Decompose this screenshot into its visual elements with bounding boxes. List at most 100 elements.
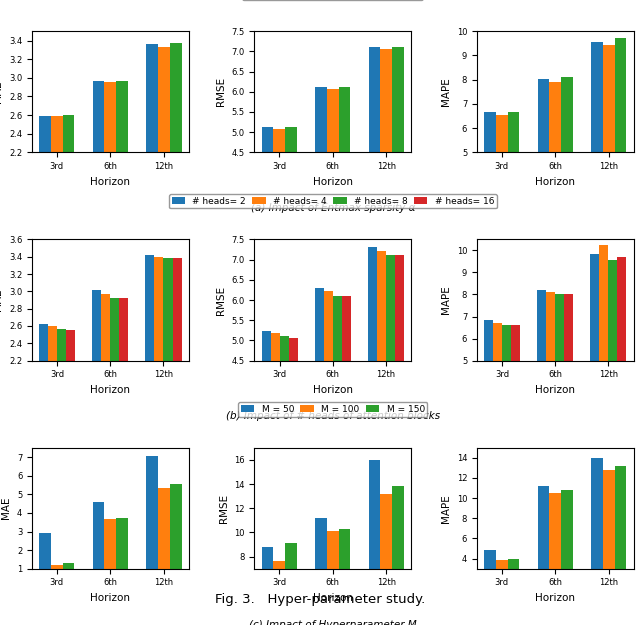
Y-axis label: RMSE: RMSE: [216, 78, 226, 106]
Text: Fig. 3.   Hyper-parameter study.: Fig. 3. Hyper-parameter study.: [215, 593, 425, 606]
Bar: [315, 518, 327, 625]
Bar: [327, 89, 339, 334]
Bar: [104, 519, 116, 588]
Bar: [104, 82, 116, 357]
Bar: [549, 82, 561, 273]
Bar: [546, 292, 556, 471]
Bar: [262, 127, 273, 334]
Y-axis label: MAE: MAE: [1, 497, 12, 519]
Bar: [92, 289, 101, 551]
Bar: [57, 329, 66, 551]
Bar: [392, 48, 404, 334]
X-axis label: Horizon: Horizon: [90, 177, 131, 187]
Bar: [116, 81, 128, 357]
Bar: [380, 494, 392, 625]
Bar: [609, 261, 618, 471]
Bar: [120, 298, 129, 551]
Bar: [603, 44, 614, 273]
Bar: [333, 296, 342, 542]
Bar: [377, 251, 386, 542]
Bar: [273, 129, 285, 334]
Bar: [173, 259, 182, 551]
Bar: [484, 549, 496, 599]
Bar: [285, 127, 297, 334]
Bar: [271, 334, 280, 542]
Y-axis label: MAE: MAE: [0, 289, 3, 311]
Bar: [170, 43, 182, 357]
Bar: [63, 563, 74, 588]
Bar: [538, 486, 549, 599]
Bar: [591, 458, 603, 599]
Bar: [93, 502, 104, 588]
Bar: [538, 79, 549, 273]
Bar: [158, 47, 170, 357]
Bar: [493, 322, 502, 471]
Bar: [145, 255, 154, 551]
Bar: [66, 330, 76, 551]
Bar: [614, 466, 627, 599]
Text: (c) Impact of Hyperparameter M: (c) Impact of Hyperparameter M: [249, 619, 417, 625]
Bar: [496, 115, 508, 273]
Bar: [39, 533, 51, 588]
Y-axis label: RMSE: RMSE: [219, 494, 228, 522]
Bar: [262, 547, 273, 625]
Bar: [51, 116, 63, 357]
Bar: [170, 484, 182, 588]
Bar: [48, 326, 57, 551]
Bar: [603, 470, 614, 599]
Bar: [285, 543, 297, 625]
Bar: [51, 565, 63, 588]
Bar: [339, 529, 351, 625]
Bar: [561, 490, 573, 599]
X-axis label: Horizon: Horizon: [313, 593, 353, 603]
Bar: [146, 456, 158, 588]
Bar: [590, 254, 600, 471]
X-axis label: Horizon: Horizon: [90, 385, 131, 395]
Bar: [369, 460, 380, 625]
Legend: M = 50, M = 100, M = 150: M = 50, M = 100, M = 150: [238, 402, 428, 416]
Bar: [154, 257, 163, 551]
Bar: [273, 561, 285, 625]
Bar: [484, 112, 496, 273]
Bar: [101, 294, 110, 551]
Bar: [324, 291, 333, 542]
Y-axis label: MAPE: MAPE: [441, 78, 451, 106]
Bar: [614, 38, 627, 273]
Bar: [564, 294, 573, 471]
Y-axis label: MAE: MAE: [0, 81, 3, 103]
Bar: [368, 247, 377, 542]
Bar: [537, 289, 546, 471]
Bar: [39, 116, 51, 357]
Bar: [93, 81, 104, 357]
Bar: [484, 320, 493, 471]
Bar: [392, 486, 404, 625]
Bar: [386, 255, 395, 542]
Bar: [342, 296, 351, 542]
Y-axis label: MAPE: MAPE: [441, 286, 451, 314]
Text: (a) Impact of Entmax sparsity α: (a) Impact of Entmax sparsity α: [250, 203, 415, 213]
Bar: [116, 518, 128, 588]
Text: (b) Impact of # heads of attention blocks: (b) Impact of # heads of attention block…: [226, 411, 440, 421]
Bar: [163, 259, 173, 551]
X-axis label: Horizon: Horizon: [313, 385, 353, 395]
Bar: [508, 559, 520, 599]
X-axis label: Horizon: Horizon: [535, 593, 575, 603]
Bar: [289, 338, 298, 542]
Bar: [511, 325, 520, 471]
Bar: [262, 331, 271, 542]
Bar: [395, 255, 404, 542]
Bar: [561, 77, 573, 273]
X-axis label: Horizon: Horizon: [313, 177, 353, 187]
X-axis label: Horizon: Horizon: [535, 385, 575, 395]
Y-axis label: RMSE: RMSE: [216, 286, 226, 314]
Legend: # heads= 2, # heads= 4, # heads= 8, # heads= 16: # heads= 2, # heads= 4, # heads= 8, # he…: [169, 194, 497, 208]
Bar: [380, 49, 392, 334]
Bar: [146, 44, 158, 357]
Bar: [63, 115, 74, 357]
Y-axis label: MAPE: MAPE: [441, 494, 451, 522]
Bar: [496, 559, 508, 599]
Bar: [327, 531, 339, 625]
Bar: [549, 493, 561, 599]
Bar: [600, 245, 609, 471]
Bar: [158, 488, 170, 588]
